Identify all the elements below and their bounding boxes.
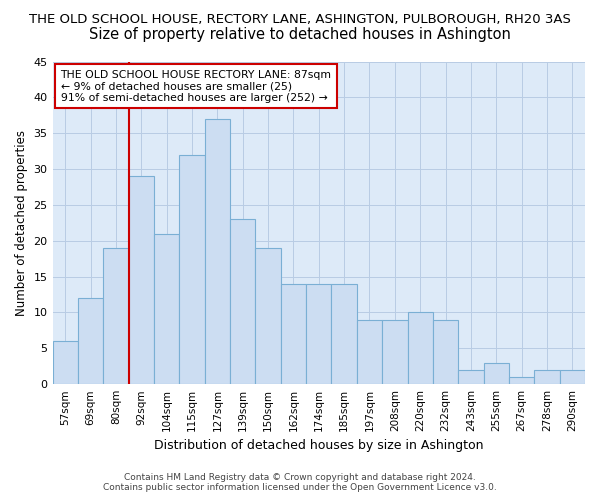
Bar <box>179 154 205 384</box>
Bar <box>128 176 154 384</box>
Bar <box>382 320 407 384</box>
Text: Contains HM Land Registry data © Crown copyright and database right 2024.
Contai: Contains HM Land Registry data © Crown c… <box>103 473 497 492</box>
Bar <box>407 312 433 384</box>
Bar <box>306 284 331 384</box>
Bar <box>484 362 509 384</box>
Bar <box>560 370 585 384</box>
Bar <box>53 341 78 384</box>
Bar <box>256 248 281 384</box>
Bar <box>433 320 458 384</box>
Bar <box>331 284 357 384</box>
Bar <box>205 119 230 384</box>
Y-axis label: Number of detached properties: Number of detached properties <box>15 130 28 316</box>
Bar <box>534 370 560 384</box>
Bar <box>458 370 484 384</box>
Bar <box>103 248 128 384</box>
Bar <box>509 377 534 384</box>
Text: Size of property relative to detached houses in Ashington: Size of property relative to detached ho… <box>89 28 511 42</box>
Bar <box>357 320 382 384</box>
X-axis label: Distribution of detached houses by size in Ashington: Distribution of detached houses by size … <box>154 440 484 452</box>
Bar <box>78 298 103 384</box>
Text: THE OLD SCHOOL HOUSE RECTORY LANE: 87sqm
← 9% of detached houses are smaller (25: THE OLD SCHOOL HOUSE RECTORY LANE: 87sqm… <box>61 70 332 103</box>
Bar <box>154 234 179 384</box>
Bar <box>281 284 306 384</box>
Text: THE OLD SCHOOL HOUSE, RECTORY LANE, ASHINGTON, PULBOROUGH, RH20 3AS: THE OLD SCHOOL HOUSE, RECTORY LANE, ASHI… <box>29 12 571 26</box>
Bar <box>230 220 256 384</box>
